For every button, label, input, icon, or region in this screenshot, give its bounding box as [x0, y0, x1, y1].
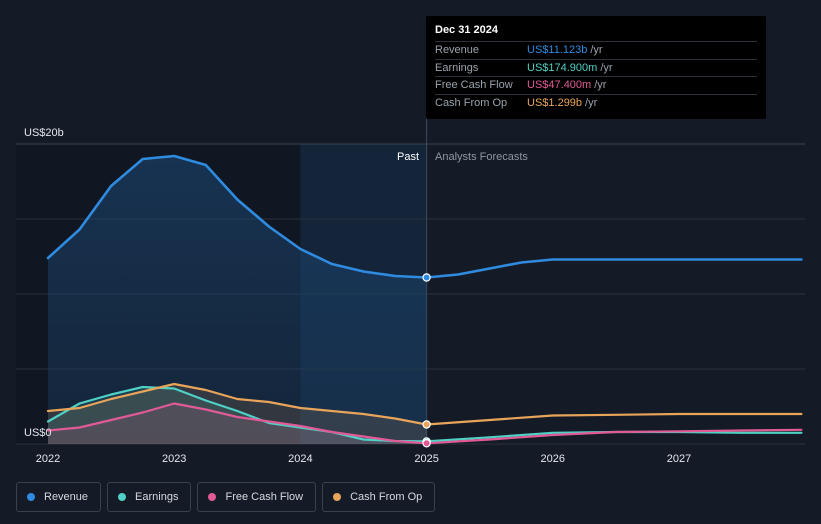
tooltip-revenue-unit: /yr — [590, 44, 603, 57]
legend-item-revenue[interactable]: Revenue — [16, 482, 102, 512]
tooltip-earnings-unit: /yr — [600, 61, 613, 74]
tooltip-row-earnings: Earnings US$174.900m /yr — [435, 58, 757, 77]
tooltip-revenue-name: Revenue — [435, 44, 480, 57]
legend-label: Revenue — [44, 491, 89, 503]
tooltip-cfo-name: Cash From Op — [435, 96, 508, 109]
tooltip-earnings-name: Earnings — [435, 61, 479, 74]
x-tick-label: 2027 — [667, 453, 691, 465]
legend-label: Cash From Op — [350, 491, 423, 503]
series-line-revenue — [46, 154, 803, 279]
series-area-earnings — [48, 387, 427, 444]
hover-tooltip: Dec 31 2024 Revenue US$11.123b /yr Earni… — [426, 16, 766, 119]
series-area-cash-from-op — [48, 384, 427, 444]
legend-dot-icon — [333, 493, 342, 501]
hover-marker-free-cash-flow — [422, 439, 431, 448]
y-axis-top-label: US$20b — [24, 127, 64, 139]
chart-legend: Revenue Earnings Free Cash Flow Cash Fro… — [16, 482, 436, 512]
legend-dot-icon — [27, 493, 35, 501]
x-tick-label: 2022 — [36, 453, 60, 465]
tooltip-cfo-value: US$1.299b — [527, 96, 583, 109]
x-tick-label: 2023 — [162, 453, 186, 465]
tooltip-date: Dec 31 2024 — [435, 24, 498, 36]
hover-marker-revenue — [422, 273, 431, 282]
legend-label: Earnings — [135, 491, 179, 503]
series-line-cash-from-op — [46, 382, 803, 426]
series-line-free-cash-flow — [46, 402, 803, 445]
x-tick-label: 2024 — [288, 453, 312, 465]
tooltip-row-cash-from-op: Cash From Op US$1.299b /yr — [435, 93, 757, 112]
tooltip-fcf-value: US$47.400m — [527, 79, 592, 92]
x-tick-label: 2025 — [414, 453, 438, 465]
forecast-label: Analysts Forecasts — [435, 151, 528, 163]
tooltip-revenue-value: US$11.123b — [527, 44, 588, 57]
revenue-area — [48, 156, 427, 444]
tooltip-row-free-cash-flow: Free Cash Flow US$47.400m /yr — [435, 76, 757, 94]
hover-marker-cash-from-op — [422, 420, 431, 429]
tooltip-row-revenue: Revenue US$11.123b /yr — [435, 41, 757, 59]
past-label: Past — [397, 151, 419, 163]
legend-item-free-cash-flow[interactable]: Free Cash Flow — [197, 482, 317, 512]
legend-dot-icon — [208, 493, 217, 501]
tooltip-fcf-unit: /yr — [594, 79, 607, 92]
x-tick-label: 2026 — [541, 453, 565, 465]
tooltip-fcf-name: Free Cash Flow — [435, 79, 513, 92]
legend-item-cash-from-op[interactable]: Cash From Op — [322, 482, 436, 512]
legend-item-earnings[interactable]: Earnings — [107, 482, 192, 512]
tooltip-earnings-value: US$174.900m — [527, 61, 598, 74]
tooltip-cfo-unit: /yr — [585, 96, 598, 109]
legend-dot-icon — [118, 493, 127, 501]
y-axis-bottom-label: US$0 — [24, 427, 52, 439]
legend-label: Free Cash Flow — [225, 491, 304, 503]
